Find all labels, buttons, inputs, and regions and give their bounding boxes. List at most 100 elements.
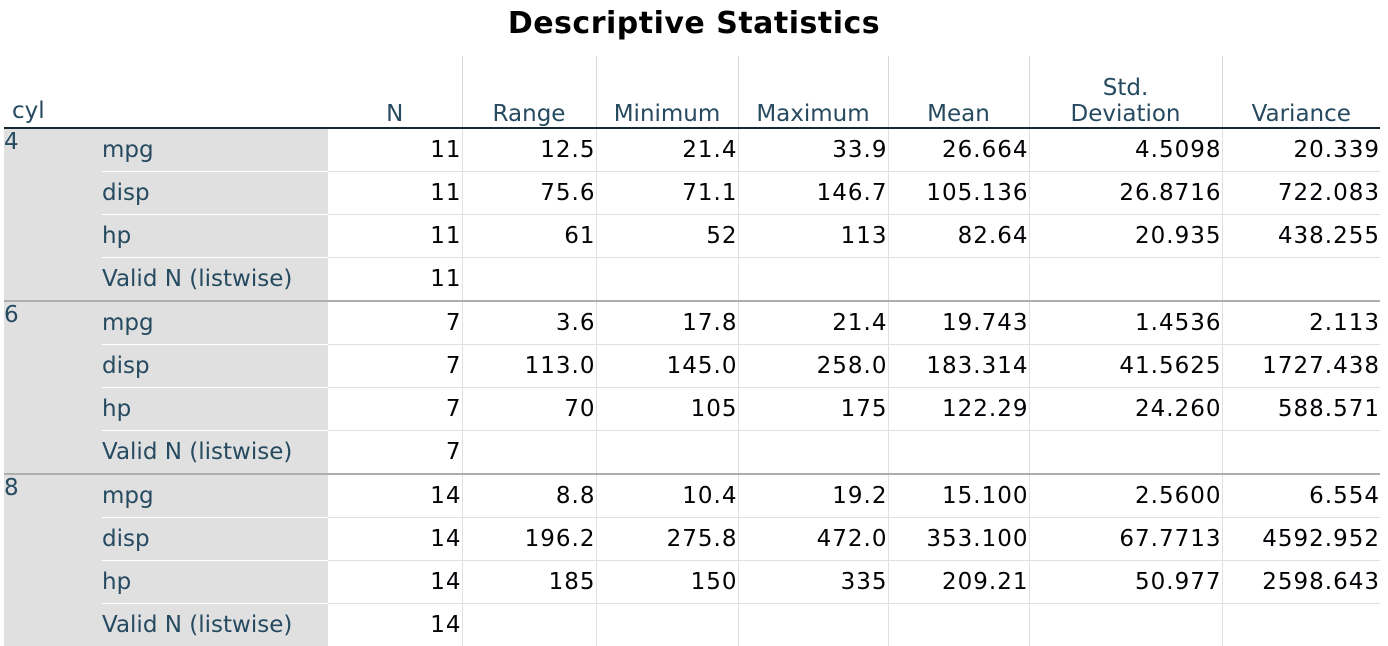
cell-variance: 20.339 — [1222, 128, 1380, 172]
cell-variance: 2598.643 — [1222, 561, 1380, 604]
cell-variance: 6.554 — [1222, 474, 1380, 518]
cell-mean: 26.664 — [888, 128, 1029, 172]
cell-min: 21.4 — [596, 128, 738, 172]
variable-label: disp — [102, 518, 328, 561]
cell-mean — [888, 258, 1029, 302]
cell-sd: 2.5600 — [1029, 474, 1222, 518]
header-mean: Mean — [888, 56, 1029, 128]
cell-n: 14 — [328, 474, 462, 518]
variable-label: hp — [102, 215, 328, 258]
cell-max — [738, 431, 888, 475]
cell-range: 113.0 — [462, 345, 596, 388]
cell-mean: 353.100 — [888, 518, 1029, 561]
cell-variance — [1222, 431, 1380, 475]
cell-n: 14 — [328, 518, 462, 561]
cell-n: 14 — [328, 561, 462, 604]
cell-range: 8.8 — [462, 474, 596, 518]
cell-n: 11 — [328, 128, 462, 172]
cell-variance — [1222, 604, 1380, 646]
cell-range — [462, 604, 596, 646]
cell-max: 33.9 — [738, 128, 888, 172]
cell-max: 335 — [738, 561, 888, 604]
cell-mean: 122.29 — [888, 388, 1029, 431]
header-std-line1: Std. — [1103, 75, 1149, 101]
cell-max: 258.0 — [738, 345, 888, 388]
cell-mean: 19.743 — [888, 301, 1029, 345]
cell-sd — [1029, 604, 1222, 646]
cell-sd: 4.5098 — [1029, 128, 1222, 172]
cell-range: 70 — [462, 388, 596, 431]
cell-sd: 50.977 — [1029, 561, 1222, 604]
header-std-deviation: Std. Deviation — [1029, 56, 1222, 128]
header-variance: Variance — [1222, 56, 1380, 128]
header-maximum: Maximum — [738, 56, 888, 128]
header-minimum: Minimum — [596, 56, 738, 128]
cell-n: 7 — [328, 301, 462, 345]
cell-mean — [888, 431, 1029, 475]
cell-range: 185 — [462, 561, 596, 604]
cyl-group-label: 6 — [4, 301, 102, 474]
cell-sd: 24.260 — [1029, 388, 1222, 431]
variable-label: mpg — [102, 301, 328, 345]
cell-min: 105 — [596, 388, 738, 431]
cell-max — [738, 604, 888, 646]
cell-variance: 4592.952 — [1222, 518, 1380, 561]
cell-max: 175 — [738, 388, 888, 431]
cell-sd — [1029, 258, 1222, 302]
cell-variance: 722.083 — [1222, 172, 1380, 215]
header-std-line2: Deviation — [1070, 101, 1180, 127]
cell-min: 275.8 — [596, 518, 738, 561]
cell-variance — [1222, 258, 1380, 302]
cell-mean — [888, 604, 1029, 646]
cell-n: 11 — [328, 215, 462, 258]
variable-label: Valid N (listwise) — [102, 258, 328, 302]
cell-sd — [1029, 431, 1222, 475]
cell-mean: 105.136 — [888, 172, 1029, 215]
cell-n: 7 — [328, 345, 462, 388]
cell-min: 17.8 — [596, 301, 738, 345]
header-row: cyl N Range Minimum Maximum Mean Std. De… — [4, 56, 1380, 128]
cell-range — [462, 431, 596, 475]
cell-n: 7 — [328, 388, 462, 431]
cell-variance: 2.113 — [1222, 301, 1380, 345]
variable-label: mpg — [102, 474, 328, 518]
table-title: Descriptive Statistics — [0, 6, 1388, 41]
cell-mean: 183.314 — [888, 345, 1029, 388]
cell-sd: 20.935 — [1029, 215, 1222, 258]
variable-label: disp — [102, 172, 328, 215]
cell-range: 61 — [462, 215, 596, 258]
variable-label: hp — [102, 388, 328, 431]
cell-min: 145.0 — [596, 345, 738, 388]
cell-mean: 209.21 — [888, 561, 1029, 604]
variable-label: mpg — [102, 128, 328, 172]
cell-max: 21.4 — [738, 301, 888, 345]
cell-n: 11 — [328, 258, 462, 302]
cell-max: 113 — [738, 215, 888, 258]
cell-range: 196.2 — [462, 518, 596, 561]
variable-label: Valid N (listwise) — [102, 604, 328, 646]
variable-label: hp — [102, 561, 328, 604]
cell-sd: 41.5625 — [1029, 345, 1222, 388]
header-range: Range — [462, 56, 596, 128]
cell-n: 14 — [328, 604, 462, 646]
cell-max — [738, 258, 888, 302]
cyl-group-label: 4 — [4, 128, 102, 301]
descriptive-statistics-table: cyl N Range Minimum Maximum Mean Std. De… — [4, 56, 1380, 646]
cell-variance: 1727.438 — [1222, 345, 1380, 388]
cell-max: 146.7 — [738, 172, 888, 215]
cell-range: 75.6 — [462, 172, 596, 215]
cell-sd: 26.8716 — [1029, 172, 1222, 215]
cell-min — [596, 431, 738, 475]
cell-variance: 588.571 — [1222, 388, 1380, 431]
cell-sd: 1.4536 — [1029, 301, 1222, 345]
cell-range — [462, 258, 596, 302]
cell-min: 71.1 — [596, 172, 738, 215]
header-cyl: cyl — [4, 56, 328, 128]
header-n: N — [328, 56, 462, 128]
